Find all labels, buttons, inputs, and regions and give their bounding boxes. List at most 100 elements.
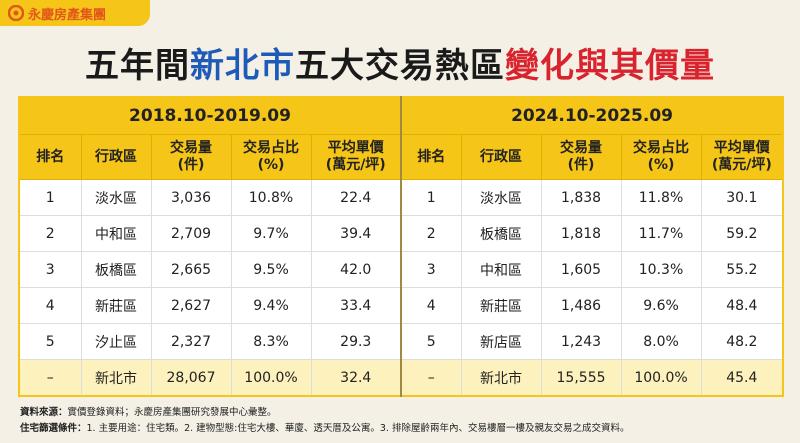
table-cell: 28,067: [150, 359, 232, 397]
table-cell: 2,665: [150, 251, 232, 288]
table-cell: 中和區: [80, 215, 152, 252]
table-cell: 8.0%: [620, 323, 702, 360]
column-unit: (%): [647, 157, 675, 173]
column-unit: (件): [567, 157, 595, 173]
table-cell: 55.2: [700, 251, 784, 288]
table-cell: 1,486: [540, 287, 622, 324]
table-cell: 10.3%: [620, 251, 702, 288]
column-name: 排名: [36, 148, 65, 165]
footnote-text: 實價登錄資料；永慶房產集團研究發展中心彙整。: [67, 407, 277, 418]
table-row: 4 新莊區 2,627 9.4% 33.4 4 新莊區 1,486 9.6% 48.4: [18, 287, 784, 324]
table-row: 3 板橋區 2,665 9.5% 42.0 3 中和區 1,605 10.3% 55.2: [18, 251, 784, 288]
footnote-label: 住宅篩選條件：: [20, 423, 87, 434]
table-cell: 100.0%: [230, 359, 312, 397]
table-cell: 59.2: [700, 215, 784, 252]
column-header: 交易占比 (%): [620, 134, 702, 180]
table-cell: 3: [400, 251, 462, 288]
table-cell: 板橋區: [460, 215, 542, 252]
table-cell: 9.4%: [230, 287, 312, 324]
table-cell: 3,036: [150, 179, 232, 216]
table-cell: 淡水區: [80, 179, 152, 216]
table-cell: 新北市: [80, 359, 152, 397]
footnote-label: 資料來源：: [20, 407, 68, 418]
table-cell: 淡水區: [460, 179, 542, 216]
table-cell: 新北市: [460, 359, 542, 397]
table-cell: 9.7%: [230, 215, 312, 252]
table-cell: 4: [18, 287, 82, 324]
table-row: 1 淡水區 3,036 10.8% 22.4 1 淡水區 1,838 11.8% 30.1: [18, 179, 784, 216]
column-name: 排名: [417, 148, 446, 165]
table: 2018.10-2019.09 2024.10-2025.09 排名 行政區 交易量 (件…: [18, 96, 785, 397]
column-name: 行政區: [95, 148, 137, 165]
table-cell: 1,243: [540, 323, 622, 360]
table-cell: 48.4: [700, 287, 784, 324]
footnote: 住宅篩選條件：1. 主要用途：住宅類。2. 建物型態:住宅大樓、華廈、透天厝及公…: [20, 420, 629, 434]
table-cell: 板橋區: [80, 251, 152, 288]
table-cell: 11.7%: [620, 215, 702, 252]
table-cell: 中和區: [460, 251, 542, 288]
column-unit: (萬元/坪): [711, 157, 772, 173]
column-name: 平均單價: [713, 140, 770, 156]
table-cell: 2: [18, 215, 82, 252]
table-cell: 1,838: [540, 179, 622, 216]
period-row: 2018.10-2019.09 2024.10-2025.09: [18, 96, 784, 135]
column-header: 平均單價 (萬元/坪): [310, 134, 402, 180]
table-cell: 8.3%: [230, 323, 312, 360]
title-part: 五大交易熱區: [295, 46, 505, 86]
table-row: 5 汐止區 2,327 8.3% 29.3 5 新店區 1,243 8.0% 48.2: [18, 323, 784, 360]
table-cell: 42.0: [310, 251, 402, 288]
table-cell: 15,555: [540, 359, 622, 397]
logo: 永慶房產集團: [0, 0, 150, 26]
period-header: 2024.10-2025.09: [400, 96, 784, 135]
column-header: 交易量 (件): [540, 134, 622, 180]
table-cell: –: [18, 359, 82, 397]
table-cell: 10.8%: [230, 179, 312, 216]
table-cell: 22.4: [310, 179, 402, 216]
table-cell: 9.5%: [230, 251, 312, 288]
table-cell: 1,818: [540, 215, 622, 252]
table-cell: 33.4: [310, 287, 402, 324]
column-header: 行政區: [460, 134, 542, 180]
title-part: 五年間: [85, 46, 190, 86]
footnote-text: 1. 主要用途：住宅類。2. 建物型態:住宅大樓、華廈、透天厝及公寓。3. 排除…: [86, 423, 630, 434]
table-cell: 11.8%: [620, 179, 702, 216]
period-header: 2018.10-2019.09: [18, 96, 402, 135]
column-name: 行政區: [480, 148, 523, 165]
column-header: 平均單價 (萬元/坪): [700, 134, 784, 180]
column-header: 排名: [18, 134, 82, 180]
table-cell: 100.0%: [620, 359, 702, 397]
table-cell: 30.1: [700, 179, 784, 216]
column-header: 行政區: [80, 134, 152, 180]
table-cell: 新店區: [460, 323, 542, 360]
column-name: 交易占比: [633, 140, 690, 156]
table-cell: 45.4: [700, 359, 784, 397]
table-row: 2 中和區 2,709 9.7% 39.4 2 板橋區 1,818 11.7% 59.2: [18, 215, 784, 252]
table-cell: –: [400, 359, 462, 397]
table-cell: 9.6%: [620, 287, 702, 324]
column-name: 平均單價: [327, 140, 384, 156]
table-cell: 1: [400, 179, 462, 216]
title-part: 變化與其價量: [505, 46, 715, 86]
table-cell: 29.3: [310, 323, 402, 360]
logo-icon: [8, 5, 24, 21]
table-cell: 2,709: [150, 215, 232, 252]
column-name: 交易量: [560, 140, 603, 156]
title-part: 新北市: [190, 46, 295, 86]
table-cell: 5: [18, 323, 82, 360]
table-cell: 1: [18, 179, 82, 216]
table-cell: 2,327: [150, 323, 232, 360]
logo-text: 永慶房產集團: [28, 7, 107, 23]
table-cell: 5: [400, 323, 462, 360]
column-unit: (%): [257, 157, 285, 173]
title: 五年間新北市五大交易熱區變化與其價量: [0, 38, 800, 87]
table-cell: 2: [400, 215, 462, 252]
column-header: 交易占比 (%): [230, 134, 312, 180]
column-name: 交易量: [170, 140, 212, 156]
column-header: 排名: [400, 134, 462, 180]
table-cell: 新莊區: [80, 287, 152, 324]
table-cell: 39.4: [310, 215, 402, 252]
table-cell: 4: [400, 287, 462, 324]
table-cell: 32.4: [310, 359, 402, 397]
table-row: – 新北市 28,067 100.0% 32.4– 新北市 15,555 100.0% 45.4: [18, 359, 784, 397]
